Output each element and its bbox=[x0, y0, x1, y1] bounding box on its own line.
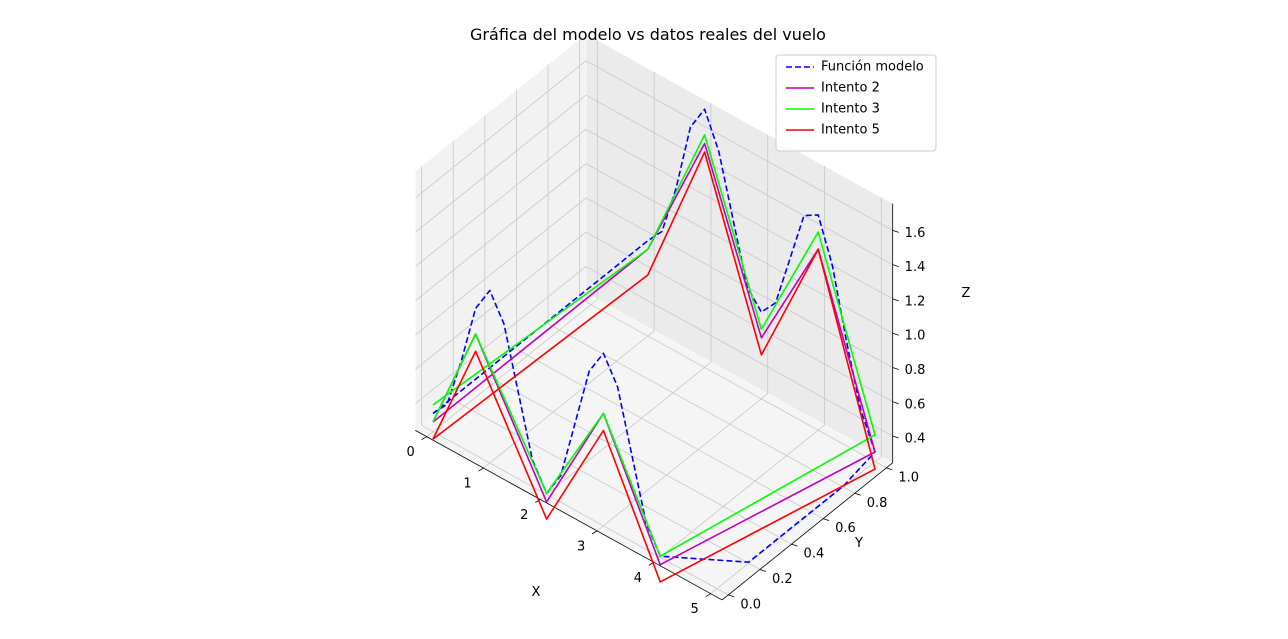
tick-mark bbox=[892, 298, 899, 302]
z-axis-label: Z bbox=[962, 286, 971, 301]
tick-mark bbox=[854, 492, 861, 496]
z-tick-label: 0.6 bbox=[905, 397, 926, 412]
x-tick-label: 5 bbox=[691, 602, 699, 617]
y-tick-label: 0.0 bbox=[740, 597, 761, 612]
grid-x-floor bbox=[596, 393, 768, 532]
x-tick-label: 0 bbox=[407, 445, 415, 460]
tick-mark bbox=[728, 594, 735, 598]
grid-z-left bbox=[415, 129, 587, 267]
tick-mark bbox=[535, 499, 541, 503]
y-tick-label: 0.2 bbox=[772, 572, 793, 587]
grid-x-floor bbox=[540, 362, 712, 500]
x-axis-line bbox=[415, 430, 723, 601]
legend: Función modelo Intento 2 Intento 3 Intento … bbox=[775, 54, 937, 152]
x-tick-label: 3 bbox=[577, 539, 585, 554]
tick-mark bbox=[759, 569, 767, 572]
tick-mark bbox=[478, 467, 484, 472]
y-tick-label: 0.8 bbox=[867, 496, 888, 511]
series-lines bbox=[432, 108, 876, 583]
z-tick-label: 1.2 bbox=[905, 294, 926, 309]
y-tick-label: 0.4 bbox=[804, 547, 825, 562]
series-line-1 bbox=[432, 108, 876, 564]
series-line-4 bbox=[432, 151, 876, 583]
grid-z-back bbox=[585, 129, 893, 300]
tick-mark bbox=[892, 264, 899, 268]
series-line-3 bbox=[432, 134, 876, 558]
x-tick-label: 4 bbox=[634, 571, 642, 586]
grid-z-left bbox=[415, 94, 587, 233]
z-tick-label: 0.4 bbox=[905, 432, 926, 447]
grid-z-left bbox=[415, 60, 587, 199]
grid-x-floor bbox=[653, 424, 825, 563]
tick-mark bbox=[892, 229, 899, 233]
grid-x-floor bbox=[426, 299, 598, 437]
grid-z-back bbox=[585, 60, 893, 231]
grid-y-floor bbox=[579, 297, 887, 469]
grid-z-left bbox=[415, 231, 587, 370]
grid-y-floor bbox=[453, 399, 761, 570]
grid-z-left bbox=[415, 197, 587, 336]
tick-mark bbox=[421, 436, 427, 441]
grid-z-back bbox=[585, 231, 893, 403]
grid-z-back bbox=[585, 266, 893, 437]
legend-label: Intento 2 bbox=[821, 81, 880, 96]
x-tick-label: 2 bbox=[520, 508, 528, 523]
legend-frame bbox=[775, 54, 937, 152]
y-tick-label: 1.0 bbox=[898, 470, 919, 485]
grid-z-left bbox=[415, 163, 587, 302]
grid-y-floor bbox=[421, 424, 729, 596]
tick-mark bbox=[892, 435, 899, 439]
x-tick-label: 1 bbox=[463, 477, 471, 492]
grid-y-floor bbox=[484, 374, 792, 545]
tick-mark bbox=[791, 543, 798, 547]
tick-labels: 0 1 2 3 4 5 0.0 0.2 0.4 0.6 0.8 1.0 0.4 0.6 0.8 1.0 1.2 1… bbox=[407, 226, 926, 617]
z-tick-label: 1.6 bbox=[905, 226, 926, 241]
series-line-2 bbox=[432, 142, 876, 566]
tick-mark bbox=[892, 332, 899, 336]
legend-label: Intento 5 bbox=[821, 123, 880, 138]
grid-z-left bbox=[415, 266, 587, 404]
z-tick-label: 0.8 bbox=[905, 363, 926, 378]
z-tick-label: 1.4 bbox=[905, 260, 926, 275]
grid-y-floor bbox=[516, 348, 824, 520]
tick-mark bbox=[886, 467, 893, 471]
y-axis-label: Y bbox=[854, 536, 863, 551]
chart-title: Gráfica del modelo vs datos reales del v… bbox=[470, 25, 826, 44]
legend-label: Función modelo bbox=[821, 60, 924, 75]
legend-label: Intento 3 bbox=[821, 102, 880, 117]
tick-mark bbox=[705, 593, 711, 598]
grid-z-back bbox=[585, 94, 893, 265]
x-axis-label: X bbox=[532, 585, 541, 600]
z-tick-label: 1.0 bbox=[905, 329, 926, 344]
y-tick-label: 0.6 bbox=[835, 521, 856, 536]
grid-lines bbox=[415, 39, 893, 596]
tick-mark bbox=[591, 530, 598, 535]
grid-y-floor bbox=[547, 323, 855, 494]
tick-mark bbox=[892, 401, 899, 405]
tick-mark bbox=[892, 367, 899, 370]
tick-mark bbox=[823, 518, 830, 522]
grid-x-floor bbox=[483, 330, 655, 469]
y-axis-line bbox=[721, 462, 893, 601]
